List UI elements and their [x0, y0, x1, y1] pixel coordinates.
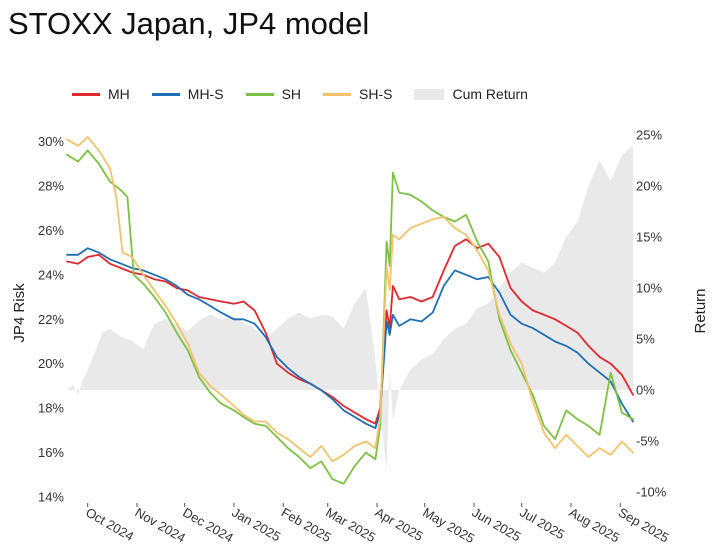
legend-item-mh[interactable]: MH — [72, 86, 130, 102]
x-tick-label: Mar 2025 — [323, 505, 378, 545]
series-line-sh-s — [66, 136, 634, 463]
y2-tick-label: 25% — [636, 128, 662, 143]
x-tick-label: Apr 2025 — [373, 505, 426, 544]
legend-label-mh: MH — [108, 86, 130, 102]
x-tick-label: Jul 2025 — [517, 505, 567, 543]
y-tick-label: 24% — [38, 267, 64, 282]
legend-item-sh[interactable]: SH — [245, 86, 302, 102]
legend-item-sh-s[interactable]: SH-S — [323, 86, 392, 102]
series-line-mh-s — [66, 247, 634, 430]
x-tick-label: Sep 2025 — [616, 505, 672, 546]
legend-label-sh-s: SH-S — [359, 86, 393, 102]
legend-label-mh-s: MH-S — [187, 86, 224, 102]
y-tick-label: 22% — [38, 312, 64, 327]
y2-tick-label: 0% — [636, 383, 655, 398]
y2-tick-label: -10% — [636, 485, 667, 500]
legend-item-cum-return[interactable]: Cum Return — [414, 86, 528, 102]
x-tick-label: Oct 2024 — [83, 505, 136, 544]
legend-swatch-mh-s — [151, 92, 180, 96]
x-tick-label: Jan 2025 — [229, 505, 283, 545]
y-tick-label: 26% — [38, 223, 64, 238]
y-tick-label: 20% — [38, 356, 64, 371]
y-tick-label: 14% — [38, 490, 64, 505]
y2-tick-label: 10% — [636, 281, 662, 296]
x-tick-label: Feb 2025 — [279, 505, 334, 545]
x-tick-label: Dec 2024 — [180, 505, 236, 546]
x-tick-label: Nov 2024 — [133, 505, 189, 546]
y2-axis-title: Return — [692, 288, 709, 333]
y-tick-label: 16% — [38, 445, 64, 460]
y-tick-label: 28% — [38, 178, 64, 193]
x-tick-label: Jun 2025 — [470, 505, 524, 545]
legend-swatch-sh-s — [323, 92, 352, 96]
x-tick-label: May 2025 — [420, 505, 477, 547]
series-line-sh — [66, 149, 634, 485]
legend: MH MH-S SH SH-S Cum Return — [72, 86, 550, 102]
series-line-mh — [66, 238, 634, 425]
legend-swatch-sh — [245, 92, 274, 96]
legend-label-sh: SH — [281, 86, 302, 102]
y2-tick-label: 5% — [636, 332, 655, 347]
y2-tick-label: 15% — [636, 230, 662, 245]
legend-label-cum-return: Cum Return — [452, 86, 528, 102]
y2-tick-label: -5% — [636, 434, 660, 449]
legend-swatch-cum-return — [414, 88, 445, 100]
y-axis-title: JP4 Risk — [11, 283, 28, 343]
legend-swatch-mh — [72, 92, 100, 96]
y2-tick-label: 20% — [636, 179, 662, 194]
legend-item-mh-s[interactable]: MH-S — [151, 86, 224, 102]
cum-return-area — [67, 145, 633, 472]
y-tick-label: 30% — [38, 134, 64, 149]
y-tick-label: 18% — [38, 401, 64, 416]
chart-title: STOXX Japan, JP4 model — [8, 6, 370, 41]
x-tick-label: Aug 2025 — [567, 505, 623, 546]
